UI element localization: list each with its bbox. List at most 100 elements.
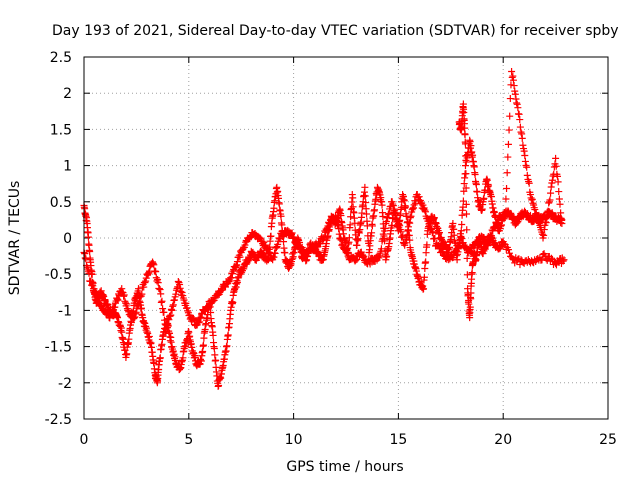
data-point xyxy=(382,217,390,225)
data-point xyxy=(514,104,522,112)
data-point xyxy=(125,335,133,343)
data-point xyxy=(556,200,564,208)
data-point xyxy=(164,319,172,327)
data-point xyxy=(555,188,563,196)
data-point xyxy=(535,218,543,226)
data-point xyxy=(335,225,343,233)
data-point xyxy=(542,218,550,226)
data-point xyxy=(85,269,93,277)
data-point xyxy=(403,235,411,243)
data-point xyxy=(400,240,408,248)
data-point xyxy=(150,261,158,269)
data-point xyxy=(141,279,149,287)
data-point xyxy=(457,233,465,241)
data-point xyxy=(547,183,555,191)
y-tick-label: -1.5 xyxy=(45,340,72,356)
data-point xyxy=(533,213,541,221)
data-point xyxy=(410,201,418,209)
data-point xyxy=(199,341,207,349)
data-point xyxy=(381,225,389,233)
data-point xyxy=(135,301,143,309)
data-point xyxy=(178,289,186,297)
data-point xyxy=(361,183,369,191)
data-point xyxy=(421,206,429,214)
data-point xyxy=(111,303,119,311)
data-point xyxy=(467,289,475,297)
data-point xyxy=(511,87,519,95)
data-point xyxy=(543,213,551,221)
data-point xyxy=(409,205,417,213)
data-point xyxy=(543,256,551,264)
data-point xyxy=(349,194,357,202)
data-point xyxy=(155,285,163,293)
data-point xyxy=(354,235,362,243)
data-point xyxy=(171,296,179,304)
data-point xyxy=(531,206,539,214)
data-point xyxy=(86,247,94,255)
data-point xyxy=(548,176,556,184)
data-point xyxy=(118,285,126,293)
data-point xyxy=(236,253,244,261)
data-point xyxy=(156,286,164,294)
data-point xyxy=(197,313,205,321)
data-point xyxy=(426,220,434,228)
data-point xyxy=(167,311,175,319)
data-point xyxy=(176,281,184,289)
data-point xyxy=(267,232,275,240)
data-point xyxy=(506,112,514,120)
data-point xyxy=(84,233,92,241)
data-point xyxy=(233,261,241,269)
data-point xyxy=(379,235,387,243)
data-point xyxy=(209,331,217,339)
data-point xyxy=(338,240,346,248)
data-point xyxy=(503,169,511,177)
data-point xyxy=(409,204,417,212)
data-point xyxy=(281,249,289,257)
data-point xyxy=(462,152,470,160)
data-point xyxy=(457,227,465,235)
data-point xyxy=(183,304,191,312)
data-point xyxy=(233,258,241,266)
data-point xyxy=(316,239,324,247)
data-point xyxy=(176,284,184,292)
data-point xyxy=(132,308,140,316)
data-point xyxy=(270,253,278,261)
data-point xyxy=(337,236,345,244)
data-point xyxy=(212,356,220,364)
data-point xyxy=(458,235,466,243)
data-point xyxy=(392,209,400,217)
data-point xyxy=(232,262,240,270)
y-tick-label: 1 xyxy=(63,159,72,175)
data-point xyxy=(430,214,438,222)
data-point xyxy=(421,208,429,216)
data-point xyxy=(368,229,376,237)
data-point xyxy=(502,195,510,203)
data-point xyxy=(157,298,165,306)
data-point xyxy=(458,220,466,228)
data-point xyxy=(274,240,282,248)
data-point xyxy=(108,310,116,318)
data-point xyxy=(169,301,177,309)
data-point xyxy=(380,232,388,240)
data-point xyxy=(278,221,286,229)
data-point xyxy=(401,239,409,247)
data-point xyxy=(378,201,386,209)
data-point xyxy=(493,219,501,227)
data-point xyxy=(395,220,403,228)
data-point xyxy=(557,215,565,223)
data-point xyxy=(472,180,480,188)
y-tick-label: 0 xyxy=(63,231,72,247)
data-point xyxy=(172,290,180,298)
data-point xyxy=(468,269,476,277)
data-point xyxy=(83,263,91,271)
data-point xyxy=(156,354,164,362)
data-point xyxy=(82,255,90,263)
data-point xyxy=(152,268,160,276)
data-point xyxy=(160,308,168,316)
data-point xyxy=(275,234,283,242)
data-point xyxy=(560,256,568,264)
data-point xyxy=(337,212,345,220)
data-point xyxy=(97,299,105,307)
data-point xyxy=(123,300,131,308)
data-point xyxy=(552,162,560,170)
